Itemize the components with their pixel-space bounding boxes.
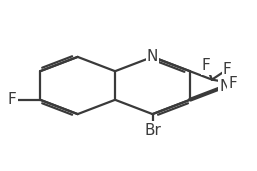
Text: F: F: [8, 92, 17, 107]
Text: F: F: [223, 62, 232, 77]
Text: F: F: [228, 76, 237, 91]
Text: N: N: [147, 49, 158, 64]
Text: N: N: [219, 79, 231, 94]
Text: Br: Br: [144, 123, 161, 138]
Text: F: F: [202, 58, 211, 73]
